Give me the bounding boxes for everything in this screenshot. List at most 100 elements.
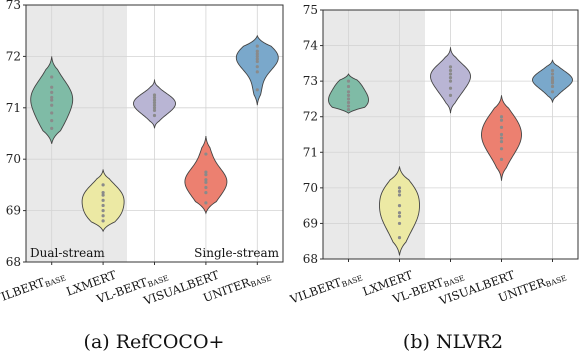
data-point (204, 178, 208, 182)
x-axis: VILBERTBASELXMERTVL-BERTBASEVISUALBERTUN… (287, 259, 568, 308)
data-point (255, 88, 259, 92)
data-point (50, 75, 54, 79)
data-point (499, 136, 504, 140)
category-subscript: BASE (249, 273, 272, 289)
data-point (448, 75, 453, 80)
data-point (101, 191, 105, 195)
y-tick-label: 72 (303, 110, 318, 124)
data-point (152, 108, 157, 112)
data-point (50, 111, 54, 115)
data-point (550, 68, 555, 73)
data-point (152, 106, 157, 110)
category-subscript: BASE (44, 273, 67, 289)
data-point (204, 185, 208, 190)
data-point (101, 183, 105, 187)
data-point (448, 65, 453, 69)
y-axis: 68 69 70 71 72 73 (6, 0, 26, 269)
data-point (204, 191, 208, 195)
data-point (255, 65, 259, 69)
data-point (397, 193, 402, 197)
data-point (397, 214, 402, 218)
data-point (255, 44, 259, 48)
data-point (499, 132, 504, 137)
data-point (50, 98, 54, 102)
data-point (50, 90, 54, 94)
data-point (50, 119, 54, 123)
data-point (101, 209, 105, 213)
caption-b: (b) NLVR2 (403, 331, 503, 353)
data-point (346, 97, 351, 101)
y-tick-label: 71 (303, 145, 318, 159)
category-name: VILBERT (287, 275, 343, 307)
data-point (448, 72, 453, 76)
data-point (397, 186, 402, 190)
data-point (346, 90, 351, 94)
data-point (499, 140, 504, 144)
data-point (499, 147, 504, 151)
data-point (101, 219, 105, 223)
data-point (346, 108, 351, 112)
data-point (204, 180, 208, 184)
y-tick-label: 68 (6, 255, 21, 269)
data-point (204, 170, 208, 174)
data-point (255, 57, 259, 61)
data-point (204, 173, 208, 177)
data-point (550, 84, 555, 89)
data-point (204, 201, 208, 205)
data-point (50, 103, 54, 107)
data-point (152, 103, 157, 107)
category-subscript: BASE (545, 273, 568, 289)
data-point (397, 221, 402, 226)
data-point (499, 157, 504, 161)
violin-vilbert (328, 73, 369, 114)
data-point (152, 113, 157, 118)
x-tick-label: VILBERTBASE (287, 268, 364, 308)
y-tick-label: 68 (303, 252, 318, 266)
data-point (448, 79, 453, 83)
data-point (550, 90, 555, 94)
annotation-single-stream: Single-stream (194, 246, 279, 260)
y-tick-label: 75 (303, 3, 318, 17)
data-point (346, 84, 351, 89)
data-point (346, 93, 351, 97)
data-point (499, 115, 504, 119)
data-point (101, 198, 105, 202)
data-point (101, 193, 105, 197)
data-point (152, 93, 157, 97)
data-point (346, 79, 351, 83)
data-point (448, 93, 453, 97)
data-point (499, 125, 504, 129)
data-point (50, 95, 54, 100)
data-point (346, 100, 351, 105)
data-point (550, 72, 555, 76)
data-point (397, 236, 402, 240)
y-tick-label: 74 (303, 39, 319, 53)
data-point (397, 211, 402, 215)
data-point (152, 98, 157, 102)
caption-a: (a) RefCOCO+ (84, 331, 225, 353)
data-point (397, 204, 402, 208)
category-name: VILBERT (0, 275, 47, 307)
y-tick-label: 73 (6, 0, 21, 12)
panel-refcoco: 68 69 70 71 72 73 VILBERTBASELXMERTVL-BERTBAS… (0, 0, 284, 353)
y-axis: 68 69 70 71 72 73 74 75 (303, 3, 323, 266)
data-point (255, 49, 259, 53)
data-point (204, 152, 208, 156)
y-tick-label: 70 (6, 152, 21, 166)
data-point (550, 75, 555, 80)
grid (26, 4, 283, 263)
data-point (397, 189, 402, 194)
data-point (499, 118, 504, 122)
data-point (255, 52, 259, 56)
annotation-dual-stream: Dual-stream (30, 246, 105, 260)
data-point (101, 203, 105, 208)
y-tick-label: 70 (303, 181, 318, 195)
data-point (255, 70, 259, 74)
violins (328, 47, 573, 256)
violin-lxmert (379, 166, 420, 256)
data-point (50, 126, 54, 130)
data-point (101, 214, 105, 218)
data-point (448, 86, 453, 90)
